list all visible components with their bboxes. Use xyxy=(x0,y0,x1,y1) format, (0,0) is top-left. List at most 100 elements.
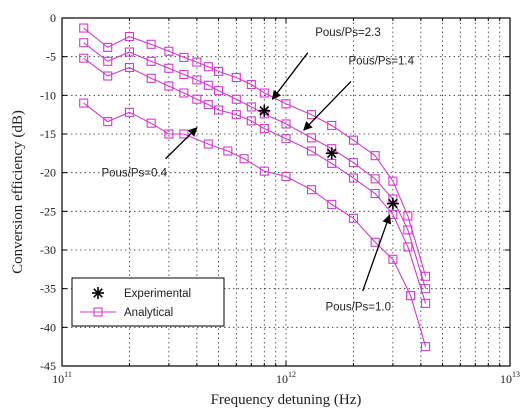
data-point-marker xyxy=(214,105,224,115)
data-point-marker xyxy=(79,38,89,48)
data-point-marker xyxy=(348,135,358,145)
data-point-marker xyxy=(348,213,358,223)
legend-label-analytical: Analytical xyxy=(124,307,173,319)
legend: Experimental Analytical xyxy=(71,277,225,327)
data-point-marker xyxy=(103,56,113,66)
x-axis-label: Frequency detuning (Hz) xyxy=(211,392,362,408)
data-point-marker xyxy=(246,116,256,126)
y-tick-label: -10 xyxy=(40,88,56,102)
annotation-label: Pous/Ps=0.4 xyxy=(101,168,167,180)
annotation-arrow xyxy=(271,52,309,100)
x-tick-label: 1012 xyxy=(276,370,296,386)
data-point-marker xyxy=(214,66,224,76)
y-tick-label: -30 xyxy=(40,243,56,257)
experimental-point xyxy=(258,104,271,117)
data-point-marker xyxy=(370,188,380,199)
data-point-marker xyxy=(164,46,174,56)
data-point-marker xyxy=(164,129,174,139)
data-point-marker xyxy=(79,23,89,33)
data-point-marker xyxy=(179,69,189,80)
data-point-marker xyxy=(146,56,156,66)
annotations: Pous/Ps=2.3 Pous/Ps=1.4 Pous/Ps=0.4 Pous/Ps… xyxy=(101,27,414,314)
data-point-marker xyxy=(203,100,213,110)
y-tick-label: -25 xyxy=(40,204,56,218)
data-point-marker xyxy=(281,134,291,144)
asterisk-stroke xyxy=(326,148,337,159)
data-point-marker xyxy=(421,342,431,352)
data-point-marker xyxy=(306,146,317,156)
data-point-marker xyxy=(306,185,317,195)
data-point-marker xyxy=(403,242,413,252)
data-point-marker xyxy=(203,139,213,149)
annotation-label: Pous/Ps=1.0 xyxy=(325,301,391,313)
data-point-marker xyxy=(179,88,189,98)
legend-box xyxy=(71,277,225,327)
data-point-marker xyxy=(124,32,134,42)
data-point-marker xyxy=(281,99,291,109)
data-point-marker xyxy=(246,79,256,90)
data-point-marker xyxy=(203,80,213,90)
series-1-4 xyxy=(79,38,431,294)
data-point-marker xyxy=(306,133,317,143)
y-tick-label: -35 xyxy=(40,282,56,296)
data-point-marker xyxy=(164,81,174,91)
series-2-3 xyxy=(79,23,431,281)
data-point-marker xyxy=(192,57,202,67)
data-point-marker xyxy=(327,120,337,131)
data-point-marker xyxy=(403,225,413,235)
experimental-point xyxy=(325,147,338,160)
data-point-marker xyxy=(103,117,113,127)
data-point-marker xyxy=(214,86,224,96)
data-point-marker xyxy=(421,284,431,294)
data-point-marker xyxy=(164,63,174,73)
data-point-marker xyxy=(281,171,291,182)
data-point-marker xyxy=(203,62,213,72)
experimental-points xyxy=(258,104,399,210)
data-point-marker xyxy=(406,291,416,301)
experimental-point xyxy=(92,287,104,299)
annotation-arrow xyxy=(362,214,392,292)
data-point-marker xyxy=(146,39,156,49)
data-point-marker xyxy=(327,158,337,168)
x-tick-label: 1013 xyxy=(500,370,520,386)
data-point-marker xyxy=(124,62,134,73)
data-point-marker xyxy=(103,71,113,81)
data-point-marker xyxy=(146,118,156,128)
data-point-marker xyxy=(231,72,241,83)
y-tick-label: -15 xyxy=(40,127,56,141)
data-point-marker xyxy=(231,110,241,120)
data-point-marker xyxy=(192,75,202,85)
data-point-marker xyxy=(246,102,256,112)
annotation-label: Pous/Ps=1.4 xyxy=(348,55,414,67)
data-point-marker xyxy=(103,42,113,52)
data-point-marker xyxy=(348,173,358,183)
data-point-marker xyxy=(259,88,269,98)
data-point-marker xyxy=(179,52,189,62)
data-point-marker xyxy=(124,107,134,117)
legend-label-experimental: Experimental xyxy=(124,288,191,300)
data-point-marker xyxy=(421,298,431,308)
data-point-marker xyxy=(327,199,337,209)
data-point-marker xyxy=(403,211,413,221)
legend-marker-analytical xyxy=(93,307,103,317)
data-point-marker xyxy=(231,94,241,104)
data-point-marker xyxy=(239,154,249,164)
data-point-marker xyxy=(348,158,358,168)
experimental-point xyxy=(386,197,399,210)
y-tick-label: 0 xyxy=(50,11,56,25)
data-point-marker xyxy=(79,53,89,63)
data-point-marker xyxy=(192,94,202,104)
series-1-0 xyxy=(79,53,431,308)
x-tick-label: 1011 xyxy=(52,370,72,386)
annotation-label: Pous/Ps=2.3 xyxy=(315,27,381,39)
data-point-marker xyxy=(370,237,380,247)
data-point-marker xyxy=(388,254,398,264)
data-point-marker xyxy=(388,176,398,186)
annotation-arrow xyxy=(303,80,352,131)
data-point-marker xyxy=(259,124,269,134)
y-tick-label: -5 xyxy=(46,50,56,64)
annotation-arrow xyxy=(165,127,198,160)
asterisk-stroke xyxy=(388,198,398,209)
